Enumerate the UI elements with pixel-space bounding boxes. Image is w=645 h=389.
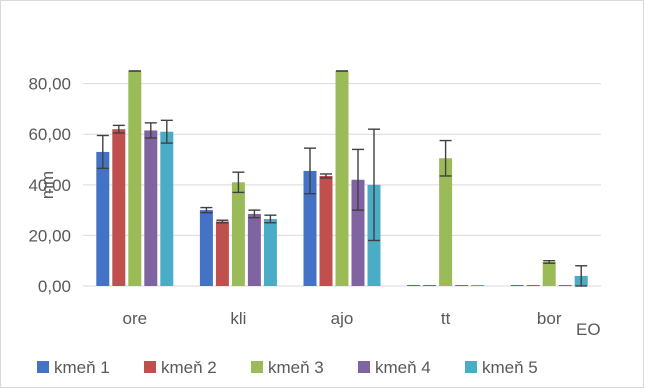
error-bars	[96, 70, 588, 287]
legend-swatch	[358, 361, 370, 373]
error-bar	[575, 265, 588, 287]
bar	[160, 131, 174, 286]
legend-label: kmeň 1	[54, 358, 110, 377]
bar	[319, 175, 333, 286]
bar	[96, 151, 110, 286]
error-bar	[248, 209, 261, 219]
error-bar	[144, 122, 157, 139]
bar	[112, 129, 126, 286]
bar-baseline	[423, 285, 437, 286]
y-tick-label: 80,00	[28, 75, 71, 94]
bar	[439, 158, 453, 286]
legend-swatch	[465, 361, 477, 373]
error-bar	[232, 171, 245, 194]
legend-label: kmeň 5	[482, 358, 538, 377]
error-bar	[304, 147, 316, 195]
y-tick-label: 60,00	[28, 125, 71, 144]
y-tick-labels: 0,00 20,00 40,00 60,00 80,00	[28, 75, 71, 296]
error-bar	[320, 173, 332, 179]
bar-baseline	[510, 285, 524, 286]
error-bar	[352, 148, 364, 211]
x-tick-label: ore	[123, 309, 148, 328]
bar	[303, 170, 317, 286]
bar-baseline	[558, 285, 572, 286]
x-tick-label: bor	[537, 309, 562, 328]
bars	[96, 71, 588, 286]
bar	[215, 221, 229, 286]
bar-baseline	[526, 285, 540, 286]
y-tick-label: 20,00	[28, 226, 71, 245]
legend: kmeň 1 kmeň 2 kmeň 3 kmeň 4 kmeň 5	[37, 358, 538, 377]
x-tick-label: ajo	[331, 309, 354, 328]
bar	[231, 182, 245, 286]
y-tick-label: 0,00	[38, 277, 71, 296]
y-tick-label: 40,00	[28, 176, 71, 195]
error-bar	[264, 214, 277, 224]
bar	[351, 179, 365, 286]
legend-label: kmeň 2	[161, 358, 217, 377]
x-tick-label: tt	[441, 309, 451, 328]
error-bar	[96, 134, 109, 170]
bar	[247, 213, 261, 286]
bar-baseline	[407, 285, 421, 286]
error-bar	[543, 260, 556, 264]
error-bar	[200, 206, 213, 214]
bar	[128, 71, 142, 286]
x-axis-title: EO	[576, 320, 601, 339]
legend-label: kmeň 4	[375, 358, 431, 377]
x-tick-label: kli	[230, 309, 246, 328]
error-bar	[439, 139, 452, 177]
bar	[542, 261, 556, 286]
legend-label: kmeň 3	[268, 358, 324, 377]
y-axis-title: mm	[38, 171, 57, 199]
legend-swatch	[251, 361, 263, 373]
bar	[199, 210, 213, 286]
legend-swatch	[144, 361, 156, 373]
error-bar	[216, 219, 229, 224]
bar	[263, 218, 277, 286]
bar	[335, 71, 349, 286]
bar-baseline	[455, 285, 469, 286]
bar	[144, 130, 158, 286]
legend-swatch	[37, 361, 49, 373]
category-labels: ore kli ajo tt bor	[123, 309, 562, 328]
error-bar	[368, 128, 380, 242]
error-bar	[160, 119, 173, 144]
bar-baseline	[471, 285, 485, 286]
error-bar	[112, 124, 125, 134]
